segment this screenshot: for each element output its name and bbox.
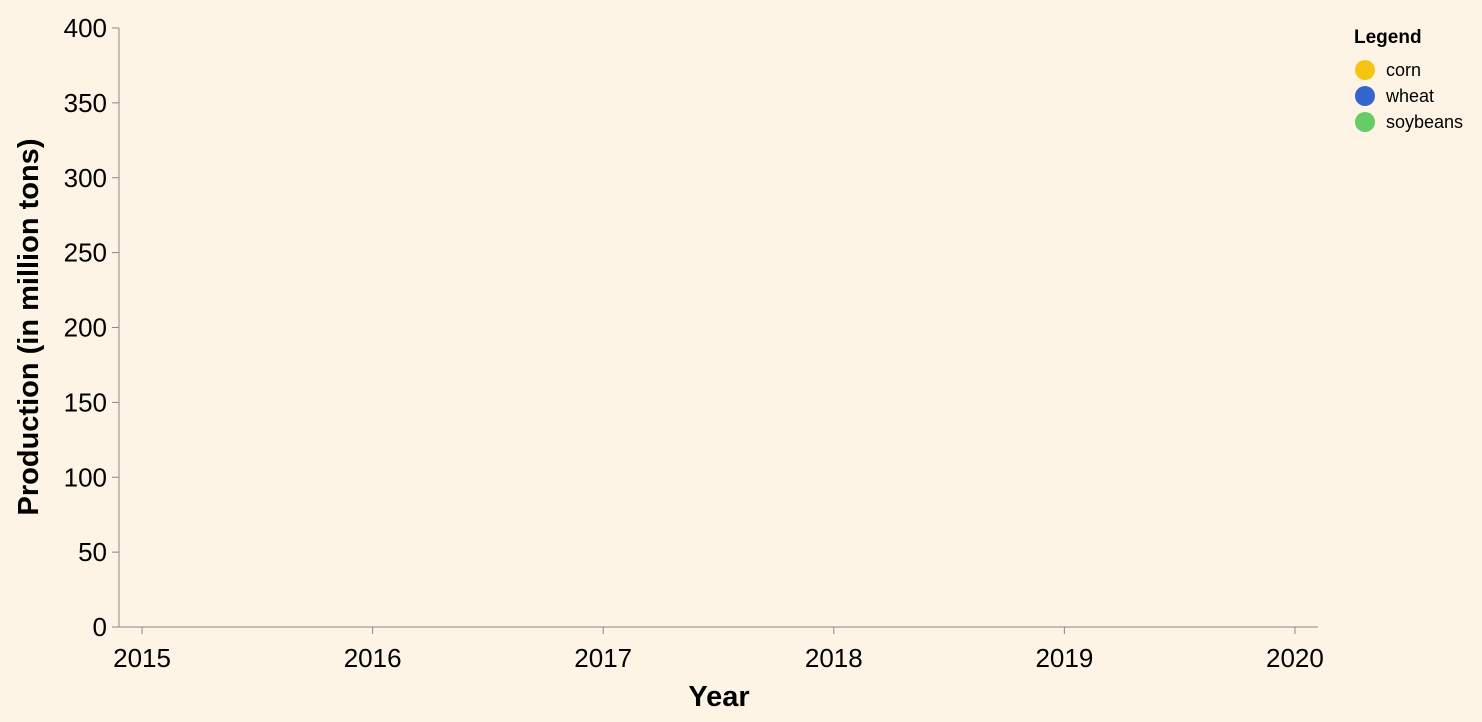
y-tick-label: 50 [78, 537, 107, 567]
x-tick-label: 2019 [1035, 643, 1093, 673]
legend-label-soybeans: soybeans [1386, 112, 1463, 132]
y-tick-label: 200 [64, 313, 107, 343]
legend: Legend corn wheat soybeans [1354, 27, 1463, 132]
y-tick-label: 250 [64, 238, 107, 268]
y-axis: 0 50 100 150 200 250 300 350 400 [64, 13, 120, 642]
y-tick-label: 350 [64, 88, 107, 118]
legend-swatch-corn [1355, 60, 1375, 80]
y-tick-label: 400 [64, 13, 107, 43]
legend-label-corn: corn [1386, 60, 1421, 80]
y-tick-label: 0 [93, 612, 107, 642]
y-tick-label: 150 [64, 387, 107, 417]
x-tick-label: 2016 [344, 643, 402, 673]
x-tick-label: 2015 [113, 643, 171, 673]
y-tick-label: 300 [64, 163, 107, 193]
legend-swatch-soybeans [1355, 112, 1375, 132]
x-axis-title: Year [688, 681, 749, 713]
y-tick-label: 100 [64, 462, 107, 492]
x-tick-label: 2017 [574, 643, 632, 673]
x-axis: 2015 2016 2017 2018 2019 2020 [113, 626, 1324, 673]
x-tick-label: 2020 [1266, 643, 1324, 673]
legend-title: Legend [1354, 27, 1422, 48]
legend-label-wheat: wheat [1385, 86, 1434, 106]
legend-swatch-wheat [1355, 86, 1375, 106]
x-tick-label: 2018 [805, 643, 863, 673]
y-axis-title: Production (in million tons) [13, 139, 45, 516]
